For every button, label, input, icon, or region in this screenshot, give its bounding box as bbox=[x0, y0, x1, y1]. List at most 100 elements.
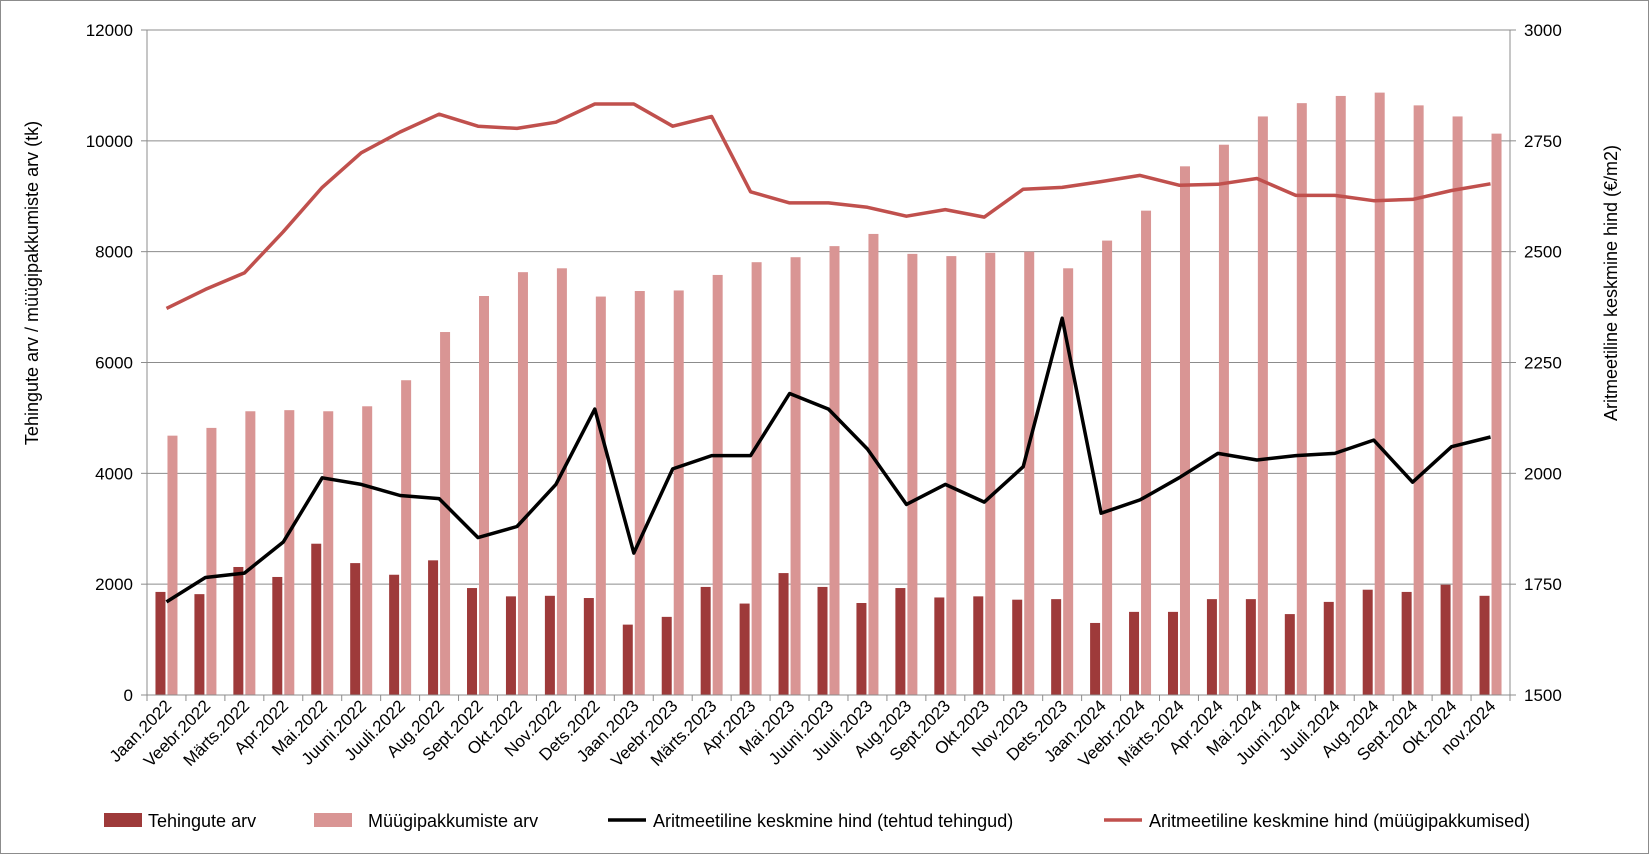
bar-tehingud bbox=[583, 598, 594, 695]
line-hind-pakkumised bbox=[165, 102, 1491, 310]
bar-tehingud bbox=[467, 588, 478, 695]
bar-tehingud bbox=[739, 603, 750, 695]
legend-swatch-pakkumised bbox=[314, 813, 352, 827]
bar-tehingud bbox=[1206, 599, 1217, 695]
bar-tehingud bbox=[1440, 584, 1451, 695]
line-hind-tehingud bbox=[165, 316, 1491, 604]
y2-tick-label: 1500 bbox=[1524, 686, 1562, 705]
y-axis-title: Tehingute arv / müügipakkumiste arv (tk) bbox=[22, 121, 42, 445]
bar-tehingud bbox=[428, 560, 439, 695]
bar-tehingud bbox=[233, 566, 244, 695]
bar-pakkumised bbox=[985, 252, 996, 695]
bar-pakkumised bbox=[1491, 133, 1502, 696]
bar-pakkumised bbox=[595, 296, 606, 695]
bar-pakkumised bbox=[479, 296, 490, 695]
y-tick-label: 2000 bbox=[95, 575, 133, 594]
bar-tehingud bbox=[1090, 622, 1101, 695]
bar-pakkumised bbox=[440, 332, 451, 695]
bar-tehingud bbox=[350, 563, 361, 695]
bar-pakkumised bbox=[1452, 116, 1463, 695]
bar-tehingud bbox=[934, 597, 945, 695]
bar-pakkumised bbox=[634, 291, 645, 695]
bar-pakkumised bbox=[556, 268, 567, 695]
y2-tick-label: 1750 bbox=[1524, 575, 1562, 594]
bar-pakkumised bbox=[1296, 103, 1307, 695]
bar-pakkumised bbox=[1413, 105, 1424, 695]
bar-tehingud bbox=[1245, 599, 1256, 695]
bar-tehingud bbox=[194, 594, 205, 695]
bar-pakkumised bbox=[206, 427, 217, 695]
bar-pakkumised bbox=[1218, 144, 1229, 695]
bar-pakkumised bbox=[323, 411, 334, 695]
bar-tehingud bbox=[155, 591, 166, 695]
bar-tehingud bbox=[311, 543, 322, 695]
bar-pakkumised bbox=[1063, 268, 1074, 695]
bar-tehingud bbox=[1362, 589, 1373, 695]
bar-pakkumised bbox=[284, 410, 295, 695]
y-tick-label: 10000 bbox=[86, 132, 133, 151]
bar-tehingud bbox=[272, 576, 283, 695]
gridlines bbox=[147, 29, 1510, 585]
bar-tehingud bbox=[1129, 611, 1140, 695]
y2-tick-label: 2750 bbox=[1524, 132, 1562, 151]
lines bbox=[165, 102, 1491, 604]
bar-pakkumised bbox=[245, 411, 256, 695]
bar-tehingud bbox=[700, 586, 711, 695]
bar-pakkumised bbox=[1335, 95, 1346, 696]
bar-pakkumised bbox=[1179, 166, 1190, 695]
bar-pakkumised bbox=[946, 256, 957, 695]
bar-pakkumised bbox=[1141, 210, 1152, 696]
bar-tehingud bbox=[1051, 599, 1062, 695]
axes bbox=[141, 29, 1516, 701]
y2-tick-label: 2000 bbox=[1524, 464, 1562, 483]
legend-swatch-tehingud bbox=[104, 813, 142, 827]
y-tick-label: 0 bbox=[124, 686, 133, 705]
bar-pakkumised bbox=[1374, 92, 1385, 695]
bars bbox=[155, 92, 1502, 696]
legend-label-hind-tehingud: Aritmeetiline keskmine hind (tehtud tehi… bbox=[653, 811, 1013, 831]
bar-tehingud bbox=[1323, 601, 1334, 695]
bar-pakkumised bbox=[167, 435, 178, 695]
bar-pakkumised bbox=[517, 272, 528, 695]
bar-tehingud bbox=[505, 596, 516, 695]
legend-label-hind-pakkumised: Aritmeetiline keskmine hind (müügipakkum… bbox=[1149, 811, 1530, 831]
y2-axis-title: Aritmeetiline keskmine hind (€/m2) bbox=[1601, 145, 1621, 421]
bar-pakkumised bbox=[790, 257, 801, 695]
bar-pakkumised bbox=[712, 274, 723, 695]
bar-tehingud bbox=[817, 586, 828, 695]
bar-pakkumised bbox=[362, 406, 373, 695]
bar-pakkumised bbox=[907, 253, 918, 695]
bar-tehingud bbox=[1401, 591, 1412, 695]
bar-tehingud bbox=[544, 595, 555, 695]
bar-tehingud bbox=[1479, 595, 1490, 695]
y2-tick-label: 2500 bbox=[1524, 243, 1562, 262]
y-tick-label: 8000 bbox=[95, 243, 133, 262]
legend-label-pakkumised: Müügipakkumiste arv bbox=[368, 811, 538, 831]
bar-pakkumised bbox=[673, 290, 684, 695]
y-tick-label: 12000 bbox=[86, 21, 133, 40]
bar-tehingud bbox=[1167, 611, 1178, 695]
bar-pakkumised bbox=[751, 262, 762, 695]
y-tick-label: 4000 bbox=[95, 464, 133, 483]
bar-pakkumised bbox=[1257, 116, 1268, 695]
bar-tehingud bbox=[973, 596, 984, 695]
bar-pakkumised bbox=[1024, 251, 1035, 695]
bar-tehingud bbox=[856, 603, 867, 695]
bar-tehingud bbox=[778, 573, 789, 695]
bar-pakkumised bbox=[401, 380, 412, 695]
bar-tehingud bbox=[1012, 599, 1023, 695]
y2-tick-label: 3000 bbox=[1524, 21, 1562, 40]
bar-pakkumised bbox=[868, 233, 879, 695]
bar-pakkumised bbox=[829, 246, 840, 695]
legend-label-tehingud: Tehingute arv bbox=[148, 811, 256, 831]
bar-tehingud bbox=[1284, 614, 1295, 695]
legend: Tehingute arv Müügipakkumiste arv Aritme… bbox=[104, 811, 1530, 831]
bar-tehingud bbox=[622, 624, 633, 695]
y-tick-label: 6000 bbox=[95, 354, 133, 373]
bar-pakkumised bbox=[1102, 240, 1113, 696]
y2-tick-label: 2250 bbox=[1524, 354, 1562, 373]
bar-tehingud bbox=[661, 616, 672, 695]
bar-tehingud bbox=[895, 588, 906, 695]
